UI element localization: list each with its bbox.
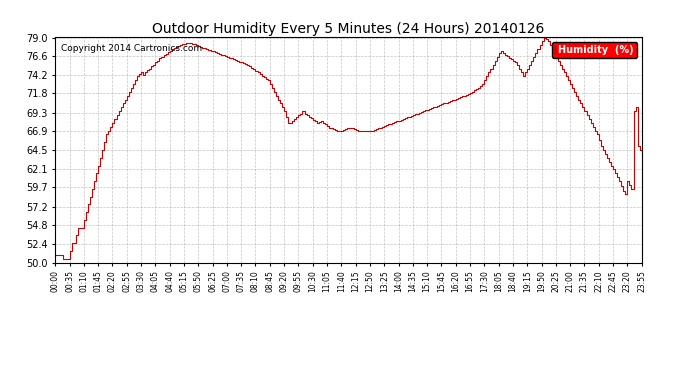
Text: Copyright 2014 Cartronics.com: Copyright 2014 Cartronics.com: [61, 44, 202, 53]
Title: Outdoor Humidity Every 5 Minutes (24 Hours) 20140126: Outdoor Humidity Every 5 Minutes (24 Hou…: [152, 22, 544, 36]
Legend: Humidity  (%): Humidity (%): [553, 42, 637, 58]
